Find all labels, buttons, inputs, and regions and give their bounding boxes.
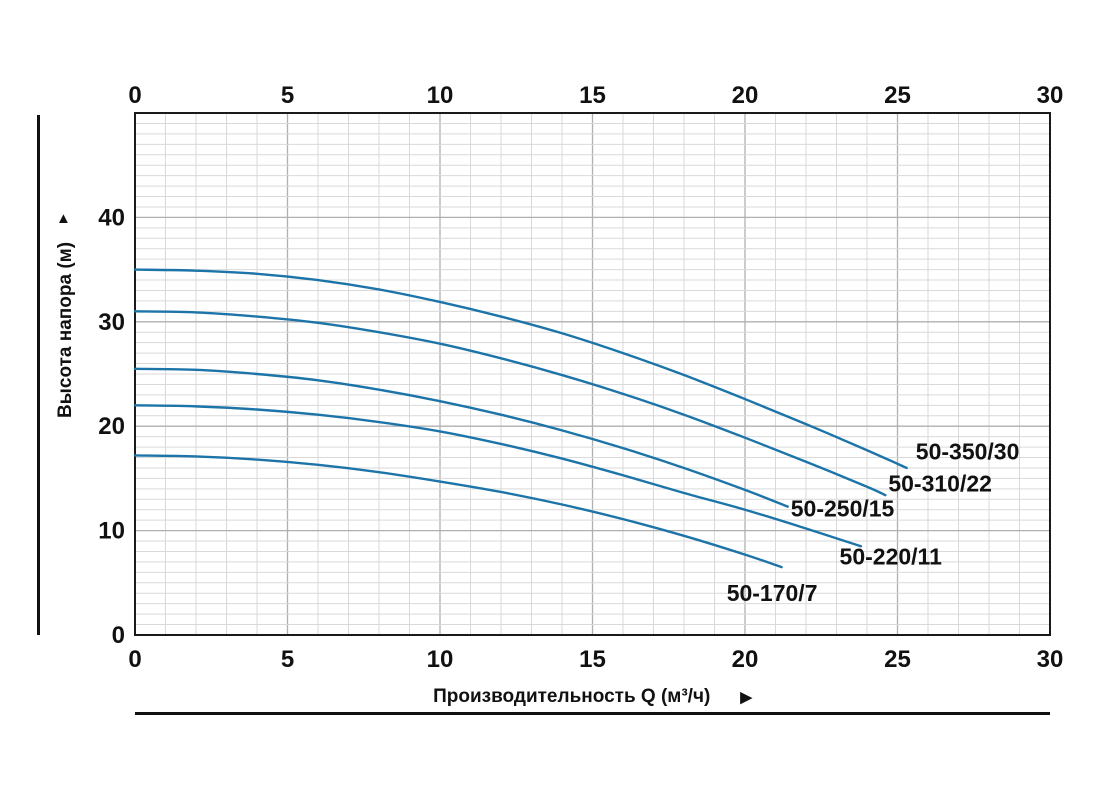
y-tick: 10 [98,518,125,545]
y-axis-line [37,115,40,635]
y-tick: 30 [98,309,125,336]
x-axis-line [135,712,1050,715]
curve-50-310-22 [133,310,887,497]
curve-label-50-220-11: 50-220/11 [840,544,943,570]
x-axis-title: Производительность Q (м³/ч) ▶ [135,686,1050,708]
x-tick-top: 30 [1037,82,1064,109]
curves [133,268,908,569]
curve-label-50-250-15: 50-250/15 [791,496,895,522]
x-tick-bottom: 25 [884,646,911,673]
curve-50-350-30 [133,268,908,470]
x-tick-top: 15 [579,82,606,109]
x-axis-title-text: Производительность Q (м³/ч) [433,686,711,707]
grid [134,112,1051,636]
curve-label-50-310-22: 50-310/22 [888,471,992,497]
x-tick-bottom: 15 [579,646,606,673]
curve-label-50-350-30: 50-350/30 [916,438,1020,464]
curve-50-220-11 [133,404,863,548]
x-tick-bottom: 20 [732,646,759,673]
x-tick-bottom: 10 [427,646,454,673]
x-tick-top: 0 [128,82,141,109]
curve-50-170-7 [133,454,783,569]
x-tick-bottom: 5 [281,646,294,673]
x-tick-top: 25 [884,82,911,109]
x-tick-top: 20 [732,82,759,109]
curve-label-50-170-7: 50-170/7 [727,580,818,606]
x-axis-right-arrow-icon: ▶ [740,689,752,706]
x-tick-bottom: 0 [128,646,141,673]
y-tick: 40 [98,204,125,231]
curve-50-250-15 [133,367,789,508]
y-axis-up-arrow-icon: ▲ [56,210,71,227]
y-axis-title: Высота напора (м) [55,241,76,419]
y-tick: 20 [98,413,125,440]
y-tick: 0 [112,622,125,649]
x-tick-bottom: 30 [1037,646,1064,673]
x-tick-top: 10 [427,82,454,109]
plot-border [134,112,1051,636]
x-tick-top: 5 [281,82,294,109]
